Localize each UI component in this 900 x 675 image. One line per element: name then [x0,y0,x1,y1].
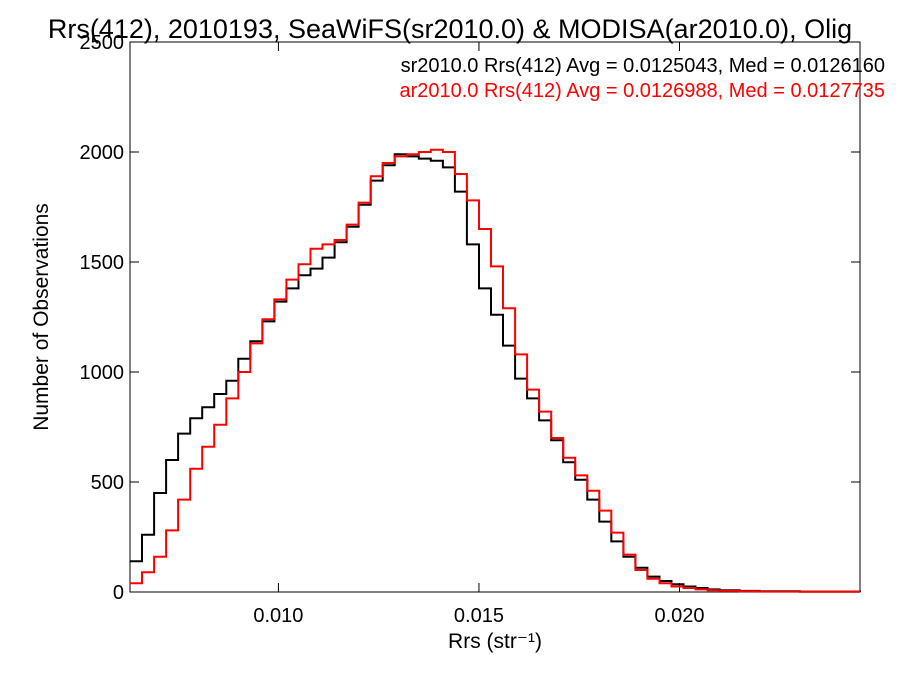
y-tick-label: 1000 [80,362,125,384]
y-axis-label: Number of Observations [30,203,53,431]
series-line-ar2010 [130,148,860,593]
x-tick-label: 0.020 [654,605,704,627]
x-tick-label: 0.010 [253,605,303,627]
legend-entry-sr2010: sr2010.0 Rrs(412) Avg = 0.0125043, Med =… [401,55,885,77]
y-axis-ticks: 0 500 1000 1500 2000 2500 [80,32,860,604]
data-series [130,148,861,593]
x-axis-ticks: 0.010 0.015 0.020 [253,42,705,627]
y-tick-label: 1500 [80,252,125,274]
y-tick-label: 0 [113,582,124,604]
y-tick-label: 500 [91,472,124,494]
plot-frame [129,41,861,593]
chart-title: Rrs(412), 2010193, SeaWiFS(sr2010.0) & M… [48,14,852,44]
legend-entry-ar2010: ar2010.0 Rrs(412) Avg = 0.0126988, Med =… [399,80,885,102]
x-axis-label: Rrs (str⁻¹) [448,630,542,653]
x-tick-label: 0.015 [454,605,504,627]
y-tick-label: 2000 [80,142,125,164]
y-tick-label: 2500 [80,32,125,54]
